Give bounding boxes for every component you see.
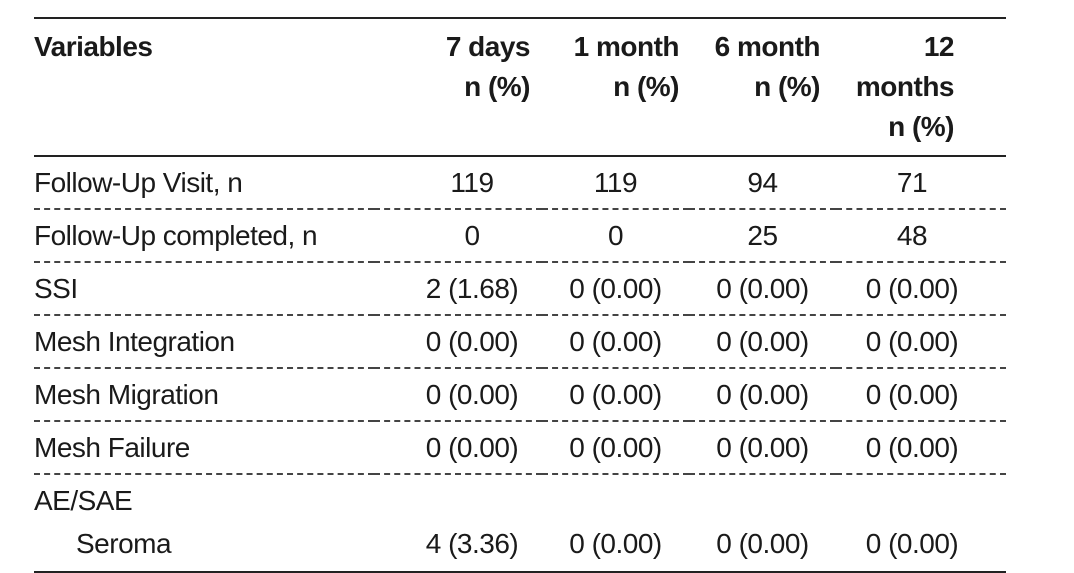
table-cell: 0 (0.00) xyxy=(865,528,959,559)
table-cell: 0 (0.00) xyxy=(569,272,662,304)
table-cell: 0 (0.00) xyxy=(569,431,662,463)
table-cell: 4 (3.36) xyxy=(425,528,519,559)
table-row: Seroma 4 (3.36) 0 (0.00) 0 (0.00) 0 (0.0… xyxy=(34,517,1006,572)
row-label: Seroma xyxy=(76,528,172,559)
header-variables: Variables xyxy=(34,31,153,62)
table-cell: 71 xyxy=(896,166,928,198)
row-label: SSI xyxy=(34,272,78,304)
table-cell: 0 (0.00) xyxy=(865,431,959,463)
group-header-row: AE/SAE xyxy=(34,474,1006,517)
row-label: Follow-Up completed, n xyxy=(34,219,318,251)
table-cell: 0 xyxy=(607,219,624,251)
header-7-days: 7 days n (%) xyxy=(445,31,531,102)
row-label: Mesh Migration xyxy=(34,378,219,410)
table-cell: 0 (0.00) xyxy=(716,378,809,410)
row-label: Mesh Integration xyxy=(34,325,235,357)
table-row: Follow-Up Visit, n 119 119 94 71 xyxy=(34,156,1006,209)
table-cell: 0 (0.00) xyxy=(865,378,959,410)
table-row: Mesh Integration 0 (0.00) 0 (0.00) 0 (0.… xyxy=(34,315,1006,368)
follow-up-table: Variables 7 days n (%) 1 month n (%) 6 m… xyxy=(34,17,1006,573)
table-cell: 0 (0.00) xyxy=(425,325,519,357)
table-cell: 48 xyxy=(896,219,928,251)
table-cell: 0 (0.00) xyxy=(425,378,519,410)
follow-up-table-container: Variables 7 days n (%) 1 month n (%) 6 m… xyxy=(34,17,1006,573)
header-12-months: 12 months n (%) xyxy=(855,31,955,142)
table-row: SSI 2 (1.68) 0 (0.00) 0 (0.00) 0 (0.00) xyxy=(34,262,1006,315)
row-label: Follow-Up Visit, n xyxy=(34,166,243,198)
table-cell: 0 (0.00) xyxy=(716,431,809,463)
row-label: Mesh Failure xyxy=(34,431,190,463)
table-cell: 2 (1.68) xyxy=(425,272,519,304)
table-cell: 119 xyxy=(593,166,638,198)
table-cell: 25 xyxy=(747,219,778,251)
table-cell: 0 (0.00) xyxy=(569,378,662,410)
table-cell: 0 (0.00) xyxy=(865,325,959,357)
table-row: Mesh Failure 0 (0.00) 0 (0.00) 0 (0.00) … xyxy=(34,421,1006,474)
table-row: Mesh Migration 0 (0.00) 0 (0.00) 0 (0.00… xyxy=(34,368,1006,421)
table-cell: 0 (0.00) xyxy=(865,272,959,304)
table-cell: 119 xyxy=(450,166,494,198)
table-cell: 0 xyxy=(464,219,480,251)
table-cell: 0 (0.00) xyxy=(716,272,809,304)
table-cell: 0 (0.00) xyxy=(569,528,662,559)
table-cell: 0 (0.00) xyxy=(425,431,519,463)
table-row: Follow-Up completed, n 0 0 25 48 xyxy=(34,209,1006,262)
table-header-row: Variables 7 days n (%) 1 month n (%) 6 m… xyxy=(34,18,1006,156)
header-6-month: 6 month n (%) xyxy=(714,31,821,102)
table-cell: 0 (0.00) xyxy=(716,528,809,559)
table-cell: 94 xyxy=(747,166,778,198)
group-label: AE/SAE xyxy=(34,485,133,516)
header-1-month: 1 month n (%) xyxy=(573,31,680,102)
table-cell: 0 (0.00) xyxy=(716,325,809,357)
table-cell: 0 (0.00) xyxy=(569,325,662,357)
